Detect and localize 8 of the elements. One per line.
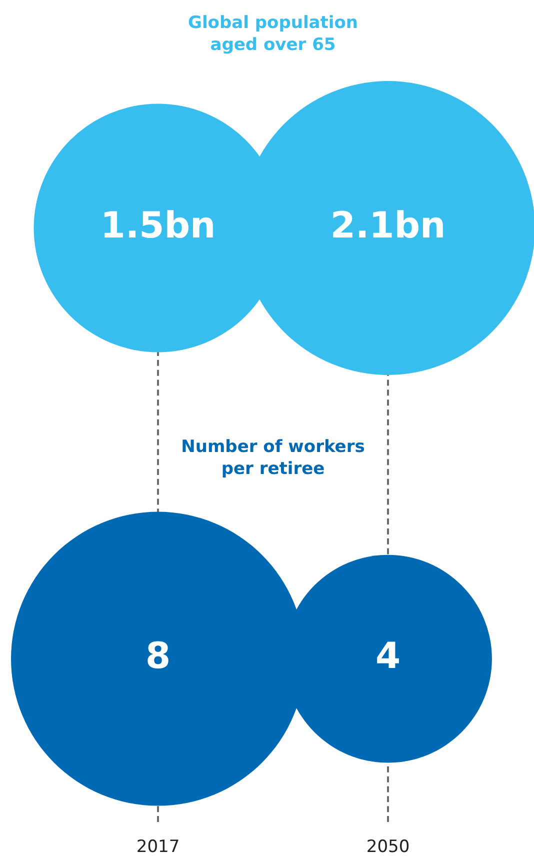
category-label: 2050 [366,837,410,858]
data-label: 1.5bn [100,205,216,246]
data-label: 4 [375,636,401,678]
text: Number of workers per retiree [180,436,366,480]
data-label: 2.1bn [330,205,446,246]
data-label: 8 [145,636,171,678]
category-label: 2017 [136,837,180,858]
text: Global population aged over 65 [187,12,359,56]
